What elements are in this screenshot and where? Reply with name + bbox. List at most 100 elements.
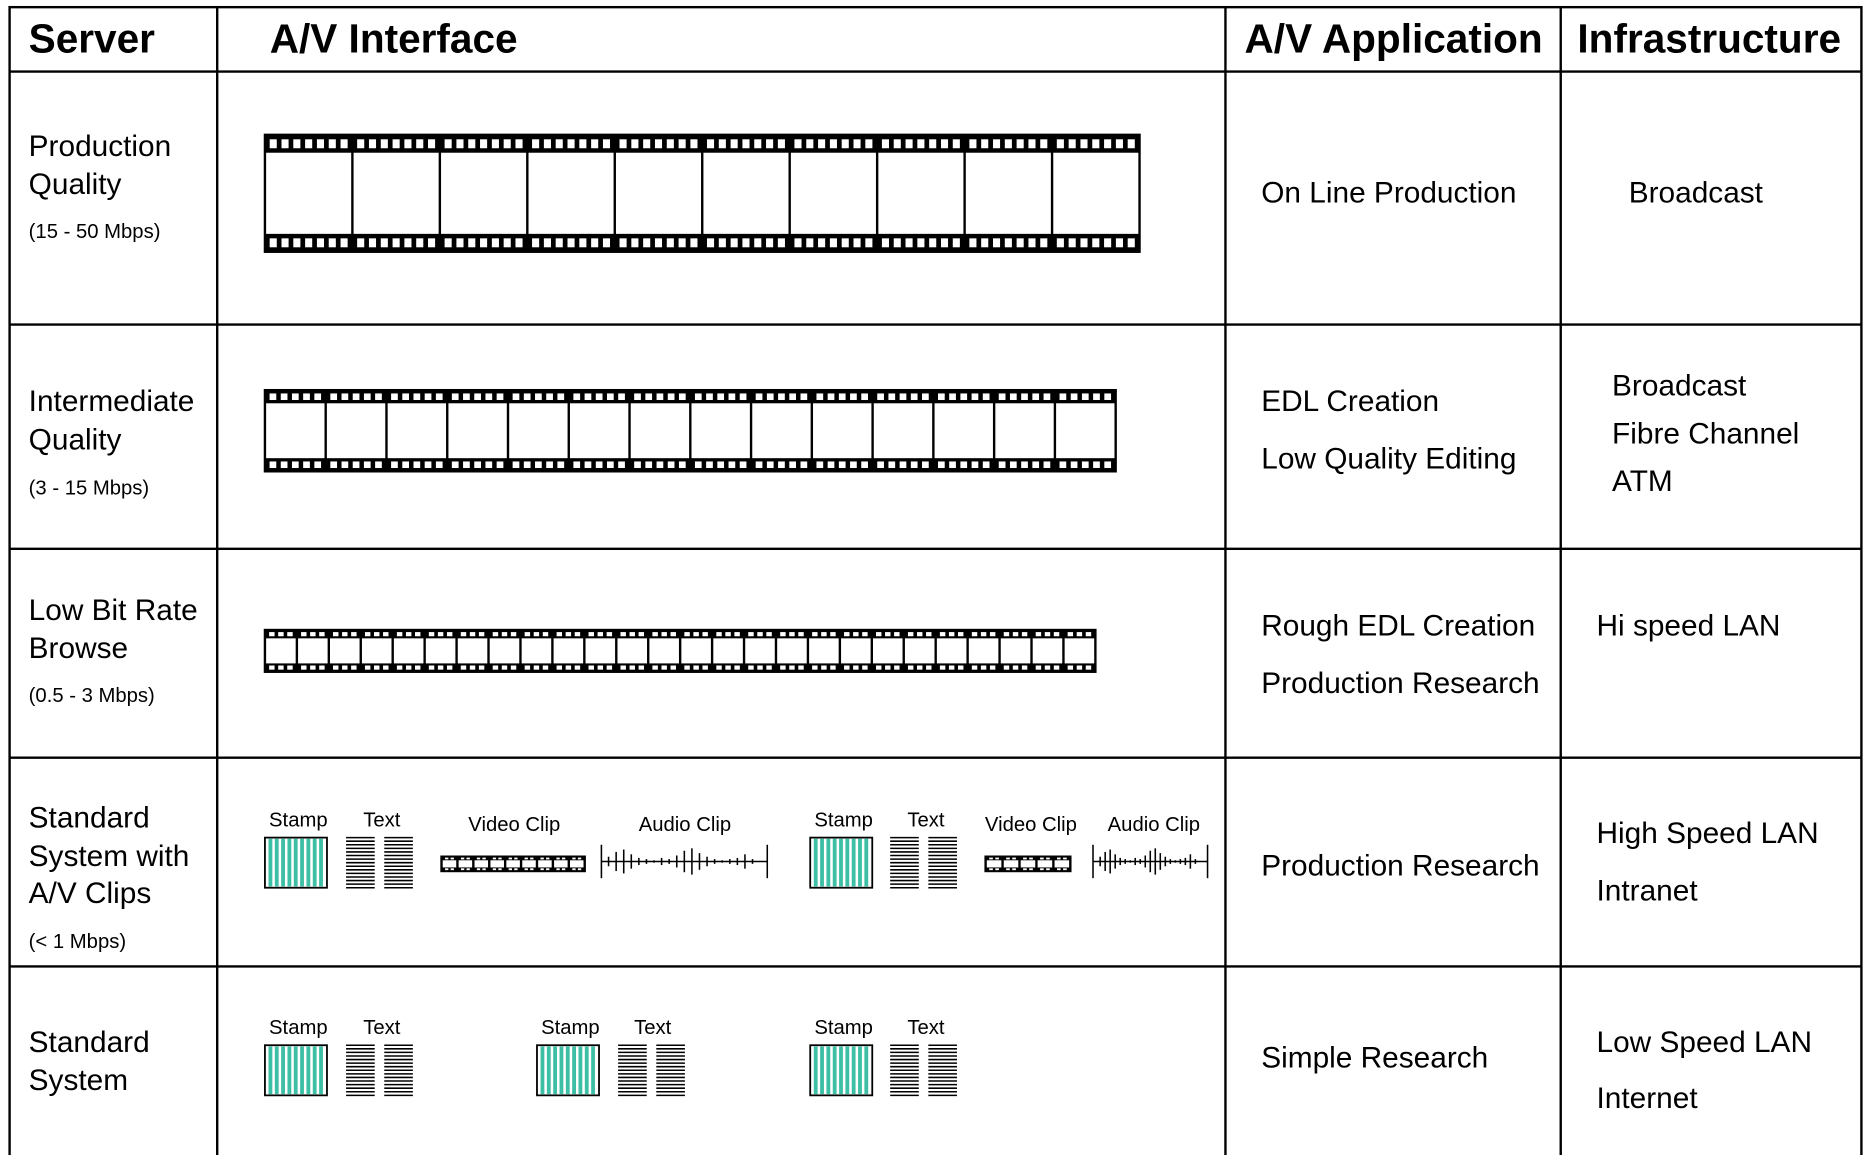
sprocket-hole [392, 139, 400, 149]
sprocket-hole [540, 868, 544, 871]
sprocket-hole [476, 857, 481, 860]
sprocket-hole [310, 665, 316, 670]
sprocket-hole [818, 238, 826, 248]
sprocket-hole [533, 665, 540, 670]
sprocket-hole [1070, 461, 1078, 469]
sprocket-hole [1053, 665, 1060, 670]
sprocket-hole [1046, 857, 1050, 860]
sprocket-hole [1021, 461, 1028, 469]
sprocket-hole [1023, 857, 1027, 860]
sprocket-hole [281, 139, 289, 149]
sprocket-hole [645, 461, 653, 469]
application: Simple Research [1261, 1041, 1488, 1074]
sprocket-hole [555, 139, 563, 149]
sprocket-hole [853, 665, 859, 670]
sprocket-hole [1046, 868, 1050, 871]
sprocket-hole [995, 857, 999, 860]
sprocket-hole [1115, 238, 1123, 248]
sprocket-hole [1059, 393, 1067, 401]
sprocket-hole [862, 632, 868, 637]
sprocket-hole [995, 868, 999, 871]
stamp-stripe [832, 838, 837, 887]
stamp-icon [264, 1044, 328, 1097]
sprocket-hole [269, 139, 277, 149]
sprocket-hole [330, 461, 338, 469]
sprocket-hole [619, 139, 627, 149]
sprocket-hole [524, 665, 531, 670]
sprocket-hole [428, 139, 436, 149]
sprocket-hole [540, 857, 544, 860]
sprocket-hole [656, 393, 664, 401]
sprocket-hole [794, 139, 802, 149]
sprocket-hole [468, 139, 476, 149]
sprocket-hole [340, 139, 348, 149]
sprocket-hole [1056, 238, 1064, 248]
sprocket-hole [812, 632, 818, 637]
application: Production Research [1261, 667, 1539, 700]
sprocket-hole [794, 238, 802, 248]
sprocket-hole [634, 461, 641, 469]
sprocket-hole [645, 393, 653, 401]
sprocket-hole [1012, 632, 1019, 637]
sprocket-hole [391, 393, 398, 401]
sprocket-hole [281, 238, 289, 248]
stamp-stripe [832, 1046, 837, 1095]
sprocket-hole [351, 665, 357, 670]
sprocket-hole [631, 139, 639, 149]
sprocket-hole [940, 238, 949, 248]
sprocket-hole [278, 632, 284, 637]
sprocket-hole [926, 665, 932, 670]
sprocket-hole [766, 393, 774, 401]
sprocket-hole [579, 238, 587, 248]
sprocket-hole [374, 632, 380, 637]
sprocket-hole [492, 857, 497, 860]
sprocket-hole [364, 632, 371, 637]
sprocket-hole [579, 139, 587, 149]
sprocket-hole [982, 461, 990, 469]
sprocket-hole [798, 665, 804, 670]
icon-label: Video Clip [985, 814, 1077, 836]
text-icon [618, 1044, 685, 1097]
sprocket-hole [948, 665, 955, 670]
icon-label: Stamp [269, 1017, 328, 1039]
sprocket-hole [460, 665, 467, 670]
text-icon [890, 1044, 957, 1097]
sprocket-hole [766, 461, 774, 469]
icon-label: Text [907, 809, 945, 831]
table-grid [8, 5, 1863, 1155]
sprocket-hole [678, 393, 686, 401]
sprocket-hole [806, 238, 814, 248]
sprocket-hole [718, 238, 726, 248]
sprocket-hole [314, 461, 322, 469]
sprocket-hole [894, 632, 900, 637]
sprocket-hole [577, 857, 582, 860]
stamp-stripe [312, 838, 317, 887]
sprocket-hole [1063, 868, 1067, 871]
sprocket-hole [841, 139, 849, 149]
sprocket-hole [922, 393, 929, 401]
sprocket-hole [293, 139, 301, 149]
sprocket-hole [445, 868, 449, 871]
sprocket-hole [1070, 393, 1078, 401]
sprocket-hole [957, 665, 964, 670]
sprocket-hole [853, 139, 861, 149]
sprocket-hole [661, 632, 667, 637]
sprocket-hole [989, 632, 996, 637]
sprocket-hole [293, 238, 301, 248]
stamp-stripe [319, 1046, 323, 1095]
sprocket-hole [634, 393, 641, 401]
sprocket-hole [818, 139, 826, 149]
sprocket-hole [319, 632, 325, 637]
application: On Line Production [1261, 176, 1516, 209]
stamp-stripe [864, 1046, 869, 1095]
sprocket-hole [893, 139, 901, 149]
sprocket-hole [565, 665, 572, 670]
icon-label: Stamp [814, 1017, 873, 1039]
sprocket-hole [789, 461, 797, 469]
sprocket-hole [905, 238, 913, 248]
sprocket-hole [989, 857, 993, 860]
sprocket-hole [514, 857, 518, 860]
sprocket-hole [491, 139, 499, 149]
sprocket-hole [937, 461, 945, 469]
sprocket-hole [827, 461, 835, 469]
